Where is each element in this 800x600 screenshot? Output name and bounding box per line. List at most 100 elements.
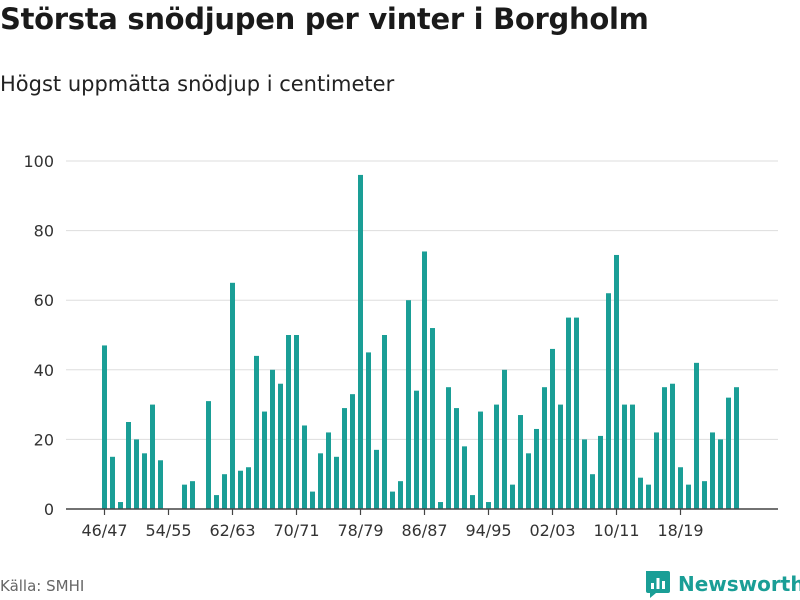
bar: 92/93: 4 [470,495,475,509]
x-tick-label: 86/87 [401,521,447,540]
bar: 97/98: 7 [510,484,515,509]
x-tick-label: 70/71 [273,521,319,540]
bar: 08/09: 21 [598,435,603,509]
bar: 77/78: 33 [350,394,355,509]
bar: 52/53: 30 [150,404,155,509]
bar: 59/60: 31 [206,401,211,509]
y-tick-label: 40 [34,361,54,380]
bar: 19/20: 7 [686,484,691,509]
bar: 90/91: 29 [454,408,459,509]
bar: 50/51: 20 [134,439,139,509]
x-tick-label: 02/03 [529,521,575,540]
source-note: Källa: SMHI [0,577,85,595]
bar: 88/89: 2 [438,502,443,509]
bar: 82/83: 5 [390,491,395,509]
bar: 60/61: 4 [214,495,219,509]
bar: 73/74: 16 [318,453,323,509]
bar: 71/72: 24 [302,425,307,509]
x-tick-label: 54/55 [145,521,191,540]
brand-logo: Newsworthy [644,568,800,600]
bar: 53/54: 14 [158,460,163,509]
bar: 74/75: 22 [326,432,331,509]
bar: 56/57: 7 [182,484,187,509]
bar: 94/95: 2 [486,502,491,509]
x-tick-label: 10/11 [593,521,639,540]
bar: 00/01: 23 [534,428,539,509]
bar: 04/05: 55 [566,317,571,509]
bar: 93/94: 28 [478,411,483,509]
x-tick-label: 94/95 [465,521,511,540]
bar: 16/17: 35 [662,387,667,509]
y-tick-label: 60 [34,291,54,310]
bar: 84/85: 60 [406,300,411,509]
bar: 70/71: 50 [294,335,299,509]
bar: 20/21: 42 [694,362,699,509]
bar: 87/88: 52 [430,328,435,509]
bar: 83/84: 8 [398,481,403,509]
bar: 67/68: 40 [270,369,275,509]
chart-title: Största snödjupen per vinter i Borgholm [0,2,649,36]
bar: 89/90: 35 [446,387,451,509]
bar: 17/18: 36 [670,383,675,509]
bar: undefined: 35 [734,387,739,509]
bar: 99/00: 16 [526,453,531,509]
bar: 81/82: 50 [382,335,387,509]
newsworthy-icon [646,571,670,598]
x-tick-label: 46/47 [81,521,127,540]
bar: 02/03: 46 [550,348,555,509]
y-tick-label: 100 [23,152,54,171]
bar: 13/14: 9 [638,477,643,509]
bar: 86/87: 74 [422,251,427,510]
bar: 61/62: 10 [222,474,227,509]
bar: 51/52: 16 [142,453,147,509]
bar: 69/70: 50 [286,335,291,509]
bar: 95/96: 30 [494,404,499,509]
y-tick-label: 80 [34,222,54,241]
bar: 10/11: 73 [614,254,619,509]
bar: 76/77: 29 [342,408,347,509]
bar: 01/02: 35 [542,387,547,509]
bar: 96/97: 40 [502,369,507,509]
bar: 47/48: 15 [110,456,115,509]
bar: 63/64: 11 [238,470,243,509]
bar: 24/25: 32 [726,397,731,509]
bar: 85/86: 34 [414,390,419,509]
bar: 11/12: 30 [622,404,627,509]
y-tick-label: 20 [34,430,54,449]
bar: 06/07: 20 [582,439,587,509]
y-tick-label: 0 [44,500,54,519]
brand-name: Newsworthy [678,572,800,596]
bar: 98/99: 27 [518,415,523,509]
bar: 07/08: 10 [590,474,595,509]
bar: 09/10: 62 [606,293,611,509]
bar: 23/24: 20 [718,439,723,509]
bar: 49/50: 25 [126,422,131,509]
bar: 65/66: 44 [254,355,259,509]
bar: 14/15: 7 [646,484,651,509]
x-tick-label: 62/63 [209,521,255,540]
x-tick-label: 18/19 [657,521,703,540]
bar: 62/63: 65 [230,282,235,509]
chart-subtitle: Högst uppmätta snödjup i centimeter [0,72,395,96]
bar: 68/69: 36 [278,383,283,509]
bar: 78/79: 96 [358,174,363,510]
bar: 21/22: 8 [702,481,707,509]
x-tick-label: 78/79 [337,521,383,540]
bar: 18/19: 12 [678,467,683,509]
bar: 05/06: 55 [574,317,579,509]
bar: 66/67: 28 [262,411,267,509]
bar: 15/16: 22 [654,432,659,509]
bar: 48/49: 2 [118,502,123,509]
bar: 12/13: 30 [630,404,635,509]
bar: 79/80: 45 [366,352,371,509]
bar: 03/04: 30 [558,404,563,509]
bar: 80/81: 17 [374,449,379,509]
bar: 91/92: 18 [462,446,467,509]
bar: 72/73: 5 [310,491,315,509]
bar: 46/47: 47 [102,345,107,509]
bar: 22/23: 22 [710,432,715,509]
bar: 75/76: 15 [334,456,339,509]
bar: 64/65: 12 [246,467,251,509]
bar: 57/58: 8 [190,481,195,509]
